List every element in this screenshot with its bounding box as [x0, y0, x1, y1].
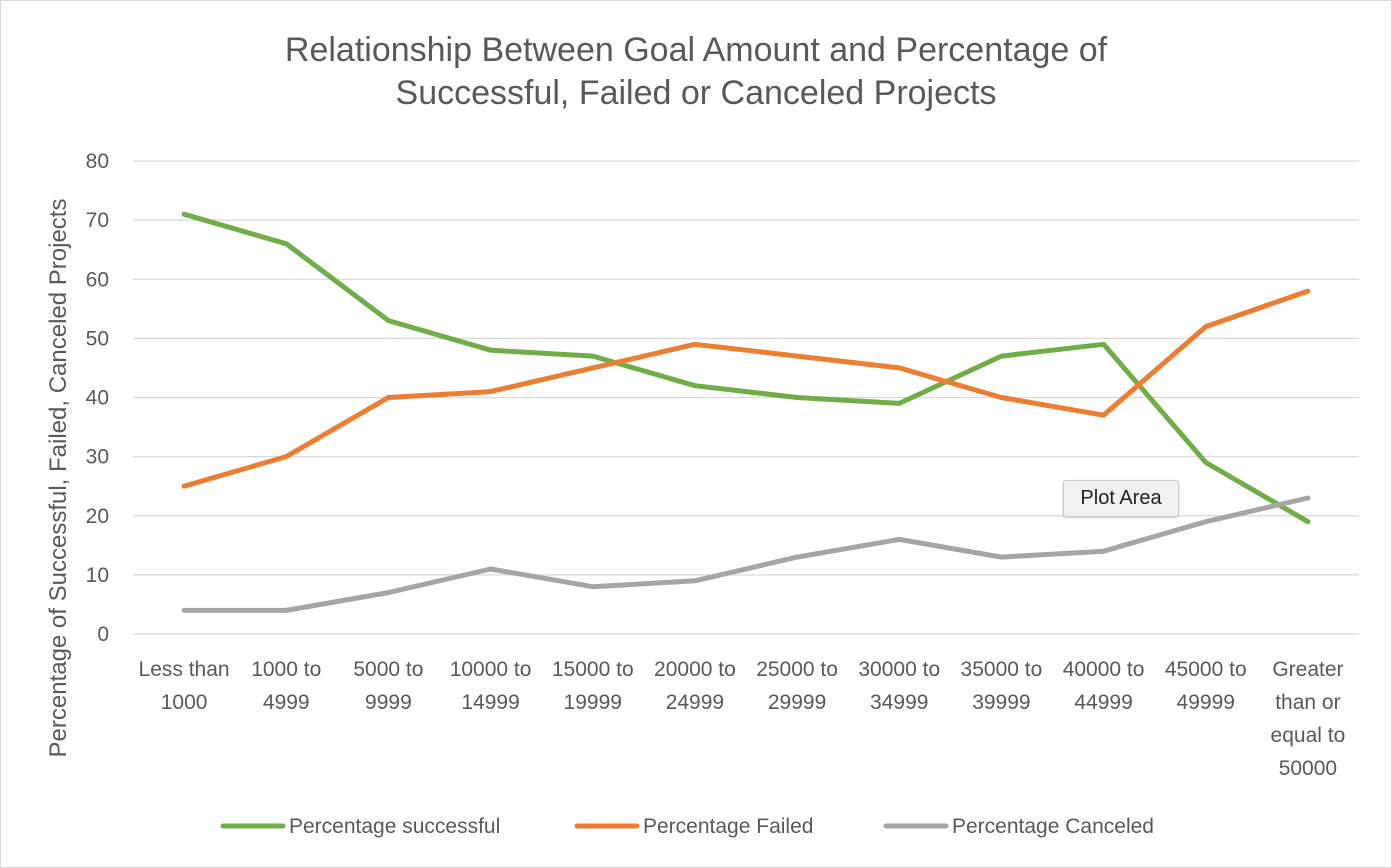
x-tick-label-line: 4999 [263, 691, 310, 714]
x-tick-label-line: 44999 [1074, 691, 1132, 714]
x-tick-label: 5000 to 9999 [353, 658, 423, 714]
x-tick-label-line: 19999 [564, 691, 622, 714]
y-axis-tick-labels: 0 10 20 30 40 50 60 70 80 [86, 150, 109, 646]
x-axis-tick-labels: Less than 1000 1000 to 4999 5000 to 9999 10000… [139, 658, 1346, 780]
x-tick-label-line: Less than [139, 658, 230, 681]
y-tick-label: 30 [86, 446, 109, 469]
x-tick-label: 45000 to 49999 [1165, 658, 1247, 714]
y-axis-title-text: Percentage of Successful, Failed, Cancel… [45, 199, 72, 758]
x-tick-label-line: 50000 [1279, 757, 1337, 780]
chart-title: Relationship Between Goal Amount and Per… [285, 31, 1108, 112]
x-tick-label-line: 5000 to [353, 658, 423, 681]
plot-area-tooltip: Plot Area [1063, 480, 1179, 517]
legend-item[interactable]: Percentage Failed [574, 815, 813, 838]
legend-item[interactable]: Percentage Canceled [883, 815, 1154, 838]
legend-item[interactable]: Percentage successful [220, 815, 500, 838]
y-axis-title: Percentage of Successful, Failed, Cancel… [45, 199, 72, 758]
series-line-percentage-successful[interactable] [181, 211, 1311, 525]
x-tick-label-line: equal to [1271, 724, 1346, 747]
chart-title-line: Successful, Failed or Canceled Projects [396, 74, 997, 112]
y-tick-label: 20 [86, 505, 109, 528]
x-tick-label-line: 49999 [1177, 691, 1235, 714]
x-tick-label: 30000 to 34999 [858, 658, 940, 714]
chart-title-line: Relationship Between Goal Amount and Per… [285, 31, 1108, 69]
y-tick-label: 60 [86, 268, 109, 291]
x-tick-label-line: 34999 [870, 691, 928, 714]
x-tick-label-line: 40000 to [1063, 658, 1145, 681]
x-tick-label-line: 10000 to [450, 658, 532, 681]
x-tick-label-line: 29999 [768, 691, 826, 714]
x-tick-label: 1000 to 4999 [251, 658, 321, 714]
x-tick-label: 10000 to 14999 [450, 658, 532, 714]
y-tick-label: 70 [86, 209, 109, 232]
x-tick-label-line: 30000 to [858, 658, 940, 681]
x-tick-label-line: Greater [1272, 658, 1343, 681]
x-tick-label: 35000 to 39999 [961, 658, 1043, 714]
x-tick-label-line: 45000 to [1165, 658, 1247, 681]
x-tick-label-line: 39999 [972, 691, 1030, 714]
x-tick-label: 25000 to 29999 [756, 658, 838, 714]
y-tick-label: 10 [86, 564, 109, 587]
series-lines[interactable] [181, 211, 1311, 613]
legend-label: Percentage successful [289, 815, 500, 838]
x-tick-label-line: 1000 to [251, 658, 321, 681]
x-tick-label: 15000 to 19999 [552, 658, 634, 714]
series-line-percentage-canceled[interactable] [181, 495, 1311, 613]
y-tick-label: 80 [86, 150, 109, 173]
legend-label: Percentage Failed [643, 815, 813, 838]
x-tick-label-line: 15000 to [552, 658, 634, 681]
x-tick-label: Less than 1000 [139, 658, 230, 714]
x-tick-label: 20000 to 24999 [654, 658, 736, 714]
x-tick-label-line: 1000 [161, 691, 208, 714]
y-tick-label: 50 [86, 327, 109, 350]
x-tick-label-line: 35000 to [961, 658, 1043, 681]
x-tick-label-line: 9999 [365, 691, 412, 714]
y-tick-label: 40 [86, 387, 109, 410]
x-tick-label: 40000 to 44999 [1063, 658, 1145, 714]
legend[interactable]: Percentage successful Percentage Failed Pe… [220, 815, 1154, 838]
y-tick-label: 0 [97, 623, 109, 646]
gridlines [133, 160, 1359, 635]
series-line-percentage-failed[interactable] [181, 288, 1311, 489]
x-tick-label-line: 14999 [461, 691, 519, 714]
x-tick-label-line: 20000 to [654, 658, 736, 681]
x-tick-label: Greater than or equal to 50000 [1271, 658, 1346, 780]
x-tick-label-line: than or [1275, 691, 1340, 714]
legend-label: Percentage Canceled [952, 815, 1154, 838]
x-tick-label-line: 25000 to [756, 658, 838, 681]
x-tick-label-line: 24999 [666, 691, 724, 714]
